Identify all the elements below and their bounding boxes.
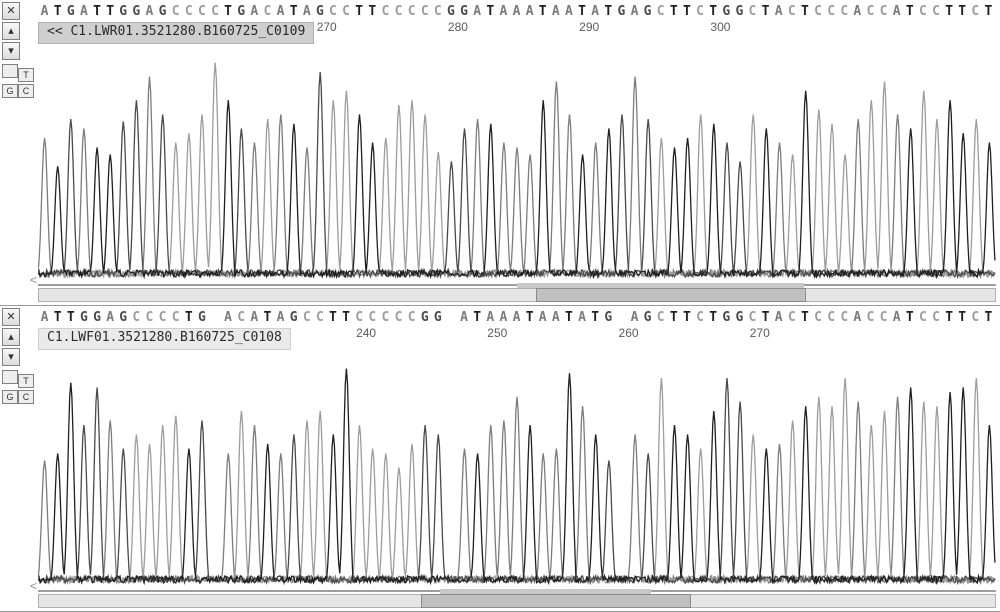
axis-tick: 280 <box>448 20 468 34</box>
axis-tick: 270 <box>750 326 770 340</box>
base-toggle-row-1: T <box>2 370 34 388</box>
axis-tick: 270 <box>317 20 337 34</box>
up-button[interactable]: ▴ <box>2 22 20 40</box>
axis-tick: 240 <box>356 326 376 340</box>
toggle-t[interactable]: T <box>18 68 34 82</box>
panel-bottom-header: ATTGGAGCCCCTG ACATAGCCTTCCCCCGG ATAAATAA… <box>0 306 1000 328</box>
toggle-c[interactable]: C <box>18 390 34 404</box>
scroll-thumb-bottom[interactable] <box>421 594 691 608</box>
scroll-caret-top: < <box>30 273 37 287</box>
toggle-g[interactable]: G <box>2 84 18 98</box>
trace-A <box>38 77 995 277</box>
trace-T <box>38 91 995 277</box>
trace-C <box>38 63 995 277</box>
base-toggle-row-1: T <box>2 64 34 82</box>
down-button[interactable]: ▾ <box>2 348 20 366</box>
scroll-thumb-top[interactable] <box>536 288 806 302</box>
panel-top-header: ATGATTGGAGCCCCTGACATAGCCTTCCCCCGGATAAATA… <box>0 0 1000 22</box>
axis-tick: 260 <box>619 326 639 340</box>
toggle-c[interactable]: C <box>18 84 34 98</box>
scroll-track-top[interactable] <box>38 288 996 302</box>
axis-tick: 250 <box>487 326 507 340</box>
base-toggle-row-2: GC <box>2 390 34 404</box>
sequence-row-top: ATGATTGGAGCCCCTGACATAGCCTTCCCCCGGATAAATA… <box>38 4 996 20</box>
trace-G <box>38 72 995 277</box>
up-button[interactable]: ▴ <box>2 328 20 346</box>
scroll-track-bottom[interactable] <box>38 594 996 608</box>
chromatogram-panel-bottom: ✕ ▴ ▾ T GC ATTGGAGCCCCTG ACATAGCCTTCCCCC… <box>0 306 1000 612</box>
toggle-t[interactable]: T <box>18 374 34 388</box>
down-button[interactable]: ▾ <box>2 42 20 60</box>
axis-tick: 290 <box>579 20 599 34</box>
sequence-row-bottom: ATTGGAGCCCCTG ACATAGCCTTCCCCCGG ATAAATAA… <box>38 310 996 326</box>
scroll-caret-bottom: < <box>30 579 37 593</box>
trace-plot-bottom <box>38 344 996 591</box>
chromatogram-panel-top: ✕ ▴ ▾ T GC ATGATTGGAGCCCCTGACATAGCCTTCCC… <box>0 0 1000 306</box>
axis-tick: 300 <box>710 20 730 34</box>
toggle-g[interactable]: G <box>2 390 18 404</box>
toggle-blank[interactable] <box>2 370 18 384</box>
trace-plot-top <box>38 38 996 285</box>
base-toggle-row-2: GC <box>2 84 34 98</box>
toggle-blank[interactable] <box>2 64 18 78</box>
